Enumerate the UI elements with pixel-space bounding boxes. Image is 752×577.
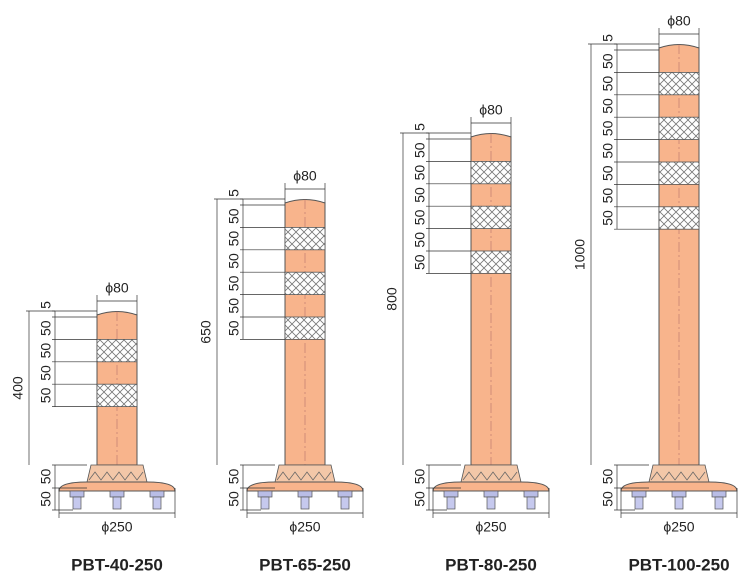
bolt <box>72 496 82 510</box>
bolt-head <box>631 490 647 498</box>
dim-label: 50 <box>600 165 616 181</box>
base-plate <box>58 481 176 492</box>
bolt-head <box>443 490 459 498</box>
height-label: 650 <box>198 320 214 344</box>
top-diameter-label: ϕ80 <box>479 102 503 118</box>
dim-label: 50 <box>38 469 54 485</box>
collar-teeth <box>650 471 706 481</box>
dim-label: 50 <box>412 469 428 485</box>
bolt <box>260 496 270 510</box>
bolt <box>674 496 684 510</box>
bolt <box>634 496 644 510</box>
bolt <box>486 496 496 510</box>
dim-label: 50 <box>600 491 616 507</box>
dim-label: 50 <box>412 142 428 158</box>
bolt-head <box>671 490 687 498</box>
dim-label: 50 <box>600 120 616 136</box>
base-diameter-label: ϕ250 <box>101 519 132 535</box>
model-name: PBT-40-250 <box>71 555 163 574</box>
dim-label: 50 <box>412 491 428 507</box>
top-diameter-label: ϕ80 <box>105 280 129 296</box>
bolt <box>526 496 536 510</box>
base-diameter-label: ϕ250 <box>475 519 506 535</box>
base-plate <box>432 481 550 492</box>
reflective-band <box>658 72 700 96</box>
bolt-head <box>149 490 165 498</box>
dim-label: 50 <box>412 187 428 203</box>
bolt-head <box>257 490 273 498</box>
bolt-head <box>109 490 125 498</box>
dim-label: 50 <box>38 320 54 336</box>
reflective-band <box>284 271 326 296</box>
dim-label: 50 <box>412 209 428 225</box>
reflective-band <box>470 160 512 185</box>
dim-label: 50 <box>226 253 242 269</box>
base-diameter-label: ϕ250 <box>663 519 694 535</box>
dim-label: 50 <box>226 469 242 485</box>
bolt-head <box>711 490 727 498</box>
dim-label: 50 <box>38 387 54 403</box>
dim-label: 5 <box>412 123 428 131</box>
reflective-band <box>96 383 138 408</box>
reflective-band <box>658 161 700 185</box>
height-label: 400 <box>10 376 26 400</box>
base-plate <box>620 481 738 492</box>
bolt-head <box>69 490 85 498</box>
dim-label: 50 <box>38 343 54 359</box>
bolt-head <box>337 490 353 498</box>
dim-label: 50 <box>38 491 54 507</box>
dim-label: 50 <box>600 98 616 114</box>
top-diameter-label: ϕ80 <box>667 13 691 29</box>
dim-label: 50 <box>600 76 616 92</box>
collar-teeth <box>462 471 518 481</box>
dim-label: 50 <box>600 143 616 159</box>
reflective-band <box>470 205 512 229</box>
reflective-band <box>470 250 512 274</box>
base-plate <box>246 481 364 492</box>
bolt <box>340 496 350 510</box>
dim-label: 50 <box>226 208 242 224</box>
base-diameter-label: ϕ250 <box>289 519 320 535</box>
dim-label: 50 <box>600 210 616 226</box>
collar-teeth <box>276 471 332 481</box>
dim-label: 50 <box>412 232 428 248</box>
dim-label: 50 <box>226 275 242 291</box>
bolt <box>300 496 310 510</box>
bolt-head <box>297 490 313 498</box>
dim-label: 50 <box>412 254 428 270</box>
reflective-band <box>96 338 138 363</box>
reflective-band <box>658 116 700 140</box>
dim-label: 50 <box>600 188 616 204</box>
reflective-band <box>284 226 326 251</box>
bolt <box>152 496 162 510</box>
bolt <box>714 496 724 510</box>
bolt <box>446 496 456 510</box>
bolt-head <box>523 490 539 498</box>
dim-label: 50 <box>226 320 242 336</box>
dim-label: 50 <box>226 231 242 247</box>
reflective-band <box>658 206 700 230</box>
dim-label: 50 <box>226 491 242 507</box>
dim-label: 50 <box>600 469 616 485</box>
dim-label: 50 <box>600 53 616 69</box>
dim-label: 50 <box>38 365 54 381</box>
reflective-band <box>284 316 326 340</box>
dim-label: 50 <box>226 298 242 314</box>
top-diameter-label: ϕ80 <box>293 168 317 184</box>
dim-label: 50 <box>412 165 428 181</box>
dim-label: 5 <box>38 301 54 309</box>
model-name: PBT-100-250 <box>628 555 729 574</box>
height-label: 800 <box>384 287 400 311</box>
height-label: 1000 <box>572 239 588 270</box>
model-name: PBT-65-250 <box>259 555 351 574</box>
dim-label: 5 <box>600 34 616 42</box>
bolt-head <box>483 490 499 498</box>
bolt <box>112 496 122 510</box>
collar-teeth <box>88 471 144 481</box>
model-name: PBT-80-250 <box>445 555 537 574</box>
dim-label: 5 <box>226 189 242 197</box>
